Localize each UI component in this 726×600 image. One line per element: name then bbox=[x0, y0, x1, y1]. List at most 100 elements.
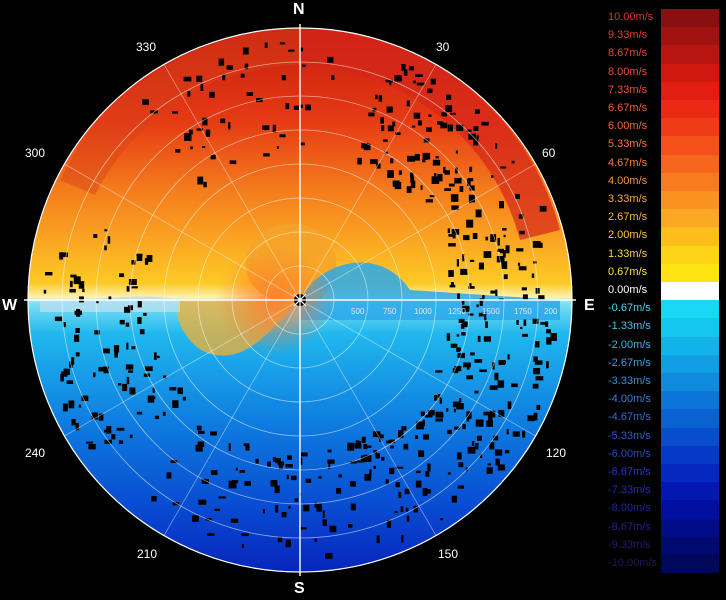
no-data-cell bbox=[172, 400, 179, 408]
no-data-cell bbox=[364, 445, 372, 448]
no-data-cell bbox=[60, 252, 68, 258]
no-data-cell bbox=[435, 370, 443, 373]
legend-swatch bbox=[661, 209, 719, 228]
no-data-cells bbox=[43, 42, 557, 559]
no-data-cell bbox=[287, 455, 293, 460]
legend-item: -2.00m/s bbox=[605, 336, 719, 355]
no-data-cell bbox=[501, 261, 508, 269]
no-data-cell bbox=[535, 376, 544, 381]
legend-swatch bbox=[661, 282, 719, 301]
no-data-cell bbox=[144, 258, 149, 265]
legend-label: 2.00m/s bbox=[608, 229, 648, 242]
no-data-cell bbox=[401, 64, 406, 71]
no-data-cell bbox=[270, 480, 278, 487]
no-data-cell bbox=[395, 466, 404, 469]
no-data-cell bbox=[71, 419, 76, 426]
no-data-cell bbox=[154, 352, 157, 360]
legend-item: -4.00m/s bbox=[605, 391, 719, 410]
no-data-cell bbox=[196, 128, 203, 131]
no-data-cell bbox=[125, 364, 134, 370]
no-data-cell bbox=[455, 150, 458, 154]
compass-south: S bbox=[294, 580, 305, 597]
legend-label: -10.00m/s bbox=[608, 557, 657, 569]
no-data-cell bbox=[350, 461, 357, 464]
no-data-cell bbox=[493, 435, 499, 441]
no-data-cell bbox=[425, 414, 433, 418]
no-data-cell bbox=[156, 355, 160, 359]
no-data-cell bbox=[477, 335, 481, 342]
no-data-cell bbox=[435, 156, 439, 159]
legend-item: -1.33m/s bbox=[605, 318, 719, 337]
no-data-cell bbox=[444, 188, 451, 191]
legend-item: -9.33m/s bbox=[605, 536, 719, 555]
no-data-cell bbox=[448, 183, 455, 187]
no-data-cell bbox=[437, 121, 444, 125]
legend-label: -5.33m/s bbox=[608, 429, 651, 442]
no-data-cell bbox=[498, 360, 506, 365]
no-data-cell bbox=[469, 283, 472, 287]
azimuth-spoke bbox=[64, 299, 301, 437]
no-data-cell bbox=[75, 352, 80, 357]
no-data-cell bbox=[293, 105, 299, 110]
no-data-cell bbox=[229, 160, 237, 165]
no-data-cell bbox=[450, 282, 454, 287]
no-data-cell bbox=[103, 366, 109, 374]
no-data-cell bbox=[424, 156, 428, 160]
no-data-cell bbox=[136, 255, 143, 261]
no-data-cell bbox=[466, 129, 472, 132]
no-data-cell bbox=[484, 312, 487, 321]
bearing-label: 330 bbox=[136, 40, 157, 54]
no-data-cell bbox=[406, 100, 410, 107]
no-data-cell bbox=[398, 430, 404, 438]
no-data-cell bbox=[75, 422, 79, 431]
no-data-cell bbox=[495, 289, 498, 296]
no-data-cell bbox=[466, 219, 474, 228]
no-data-cell bbox=[431, 176, 440, 184]
no-data-cell bbox=[462, 321, 468, 328]
no-data-cell bbox=[347, 442, 355, 451]
legend-item: -4.67m/s bbox=[605, 409, 719, 428]
no-data-cell bbox=[494, 449, 503, 456]
no-data-cell bbox=[425, 127, 432, 132]
legend-item: 2.00m/s bbox=[605, 227, 719, 246]
legend-item: -6.67m/s bbox=[605, 464, 719, 483]
no-data-cell bbox=[136, 411, 143, 415]
no-data-cell bbox=[444, 170, 450, 175]
legend-item: 1.33m/s bbox=[605, 245, 719, 264]
no-data-cell bbox=[239, 470, 246, 473]
no-data-cell bbox=[400, 506, 404, 512]
no-data-cell bbox=[414, 154, 420, 161]
no-data-cell bbox=[532, 318, 539, 324]
no-data-cell bbox=[169, 387, 177, 391]
no-data-cell bbox=[190, 146, 193, 150]
no-data-cell bbox=[286, 474, 289, 480]
no-data-cell bbox=[467, 446, 476, 454]
no-data-cell bbox=[126, 376, 130, 385]
no-data-cell bbox=[137, 317, 142, 324]
no-data-cell bbox=[518, 214, 524, 219]
no-data-cell bbox=[230, 518, 239, 523]
legend-item: -6.00m/s bbox=[605, 445, 719, 464]
no-data-cell bbox=[405, 507, 409, 512]
no-data-cell bbox=[210, 470, 218, 475]
no-data-cell bbox=[373, 465, 376, 469]
no-data-cell bbox=[490, 410, 496, 418]
no-data-cell bbox=[401, 535, 404, 543]
no-data-cell bbox=[381, 125, 385, 132]
legend-item: 8.67m/s bbox=[605, 45, 719, 64]
compass-north: N bbox=[293, 1, 305, 18]
no-data-cell bbox=[443, 166, 446, 174]
legend-item: -0.67m/s bbox=[605, 300, 719, 319]
legend-item: -3.33m/s bbox=[605, 373, 719, 392]
no-data-cell bbox=[175, 149, 181, 153]
no-data-cell bbox=[125, 322, 130, 327]
no-data-cell bbox=[281, 75, 286, 81]
no-data-cell bbox=[111, 434, 116, 440]
no-data-cell bbox=[222, 74, 226, 81]
no-data-cell bbox=[210, 154, 216, 160]
legend-swatch bbox=[661, 445, 719, 464]
bearing-label: 30 bbox=[436, 40, 450, 54]
no-data-cell bbox=[450, 112, 456, 115]
no-data-cell bbox=[69, 288, 76, 293]
no-data-cell bbox=[376, 163, 381, 169]
